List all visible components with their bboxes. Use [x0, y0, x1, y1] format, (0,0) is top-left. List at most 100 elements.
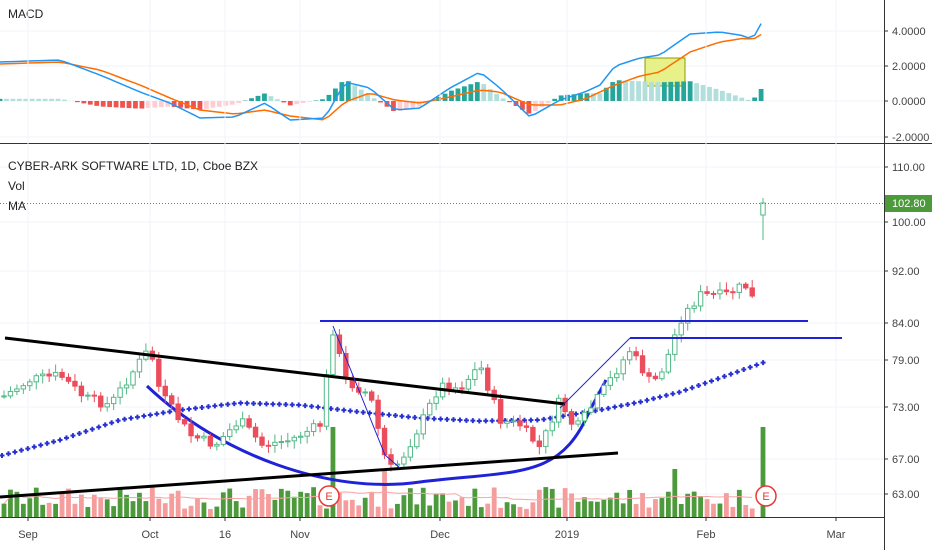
macd-line	[0, 23, 762, 121]
volume-bar	[149, 487, 155, 517]
candle-body	[646, 372, 652, 377]
volume-bar	[130, 501, 136, 517]
volume-bar	[685, 493, 691, 517]
earnings-marker-1[interactable]: E	[318, 485, 340, 507]
macd-histogram-bar	[210, 101, 216, 108]
ma-marker	[663, 392, 669, 398]
drawn-price-path-november	[332, 325, 401, 469]
macd-histogram-bar	[365, 93, 371, 101]
volume-bar	[446, 501, 452, 517]
candle-body	[659, 371, 665, 380]
ma-marker	[386, 412, 392, 418]
macd-histogram-bar	[191, 101, 196, 110]
macd-histogram-bar	[494, 94, 500, 101]
macd-highlight-box	[644, 57, 686, 87]
time-tick-label: Oct	[141, 529, 158, 541]
candle-body	[33, 375, 39, 383]
candle-body	[1, 395, 7, 398]
ma-marker	[683, 387, 689, 393]
candle-body	[317, 423, 323, 427]
candle-body	[85, 394, 91, 397]
macd-histogram-bar	[694, 83, 699, 101]
ma-marker	[528, 417, 534, 423]
ma-marker	[451, 417, 456, 423]
volume-bar	[730, 506, 736, 517]
symbol-title: CYBER-ARK SOFTWARE LTD, 1D, Cboe BZX	[8, 159, 258, 173]
volume-bar	[491, 487, 497, 517]
macd-histogram-bar	[339, 82, 345, 101]
macd-histogram-bar	[649, 81, 654, 101]
volume-bar	[601, 499, 607, 517]
macd-histogram-bar	[584, 93, 590, 101]
volume-bar	[137, 492, 142, 517]
candle-body	[246, 418, 252, 428]
candle-body	[336, 334, 343, 355]
candle-body	[427, 402, 433, 416]
volume-bar	[227, 488, 233, 517]
macd-histogram-bar	[700, 85, 706, 101]
volume-bar	[724, 493, 729, 517]
ma-marker	[51, 439, 57, 445]
macd-histogram-bar	[133, 101, 138, 109]
macd-histogram-bar	[629, 80, 635, 101]
ma-marker	[444, 416, 450, 422]
volume-bar	[362, 497, 368, 517]
macd-histogram-bar	[300, 101, 306, 103]
ma-marker	[734, 369, 740, 375]
volume-bar	[698, 496, 703, 517]
candle-body	[72, 380, 78, 387]
candle-body	[304, 430, 310, 437]
volume-bar	[8, 489, 13, 517]
candle-body	[252, 426, 259, 438]
price-tick-label: 110.00	[892, 162, 925, 174]
candle-body	[362, 391, 368, 394]
ma-marker	[283, 402, 289, 408]
macd-histogram-bar	[229, 101, 235, 105]
ma-marker	[309, 403, 315, 409]
macd-histogram-bar	[520, 101, 525, 110]
volume-bar	[317, 505, 323, 517]
volume-ma-line	[3, 491, 753, 504]
earnings-marker-label: E	[762, 491, 769, 503]
volume-bar	[272, 499, 278, 517]
volume-bar	[14, 491, 20, 517]
macd-histogram-bar	[739, 97, 745, 101]
price-tick-label: 100.00	[892, 217, 926, 229]
moving-average-markers	[0, 360, 766, 458]
volume-bar	[517, 506, 523, 517]
macd-pane: MACD 4.0000 2.0000 0.0000 -2.0000	[0, 0, 929, 144]
candle-body	[233, 425, 239, 431]
candle-body	[517, 420, 523, 427]
macd-histogram-bar	[249, 98, 254, 101]
volume-bar	[640, 492, 645, 517]
rounding-bottom-curve	[145, 379, 608, 486]
volume-bar	[427, 505, 433, 517]
volume-bar	[511, 504, 516, 517]
macd-histogram-bar	[642, 81, 648, 101]
macd-histogram-bar	[539, 101, 545, 107]
ascending-trendline	[0, 451, 619, 499]
macd-histogram-bar	[681, 81, 687, 101]
macd-histogram-bar	[29, 98, 35, 101]
candle-body	[40, 373, 46, 377]
ma-marker	[167, 409, 173, 415]
volume-bar	[259, 489, 265, 517]
indicator-label-vol: Vol	[8, 179, 25, 193]
volume-bar	[743, 504, 749, 517]
earnings-marker-2[interactable]: E	[755, 485, 777, 507]
time-tick-label: Mar	[827, 529, 846, 541]
candle-body	[91, 394, 97, 397]
candle-body	[188, 423, 194, 437]
candle-body	[46, 373, 52, 377]
macd-histogram-bar	[126, 101, 132, 109]
candle-body	[672, 334, 678, 355]
macd-histogram-bar	[158, 101, 164, 108]
candle-body	[330, 334, 336, 376]
time-tick-label: 16	[219, 529, 231, 541]
macd-tick-label: 2.0000	[892, 61, 926, 73]
candle-body	[169, 395, 175, 405]
macd-histogram-bar	[449, 90, 454, 101]
ma-marker	[89, 426, 95, 432]
price-tick-label: 84.00	[892, 318, 920, 330]
